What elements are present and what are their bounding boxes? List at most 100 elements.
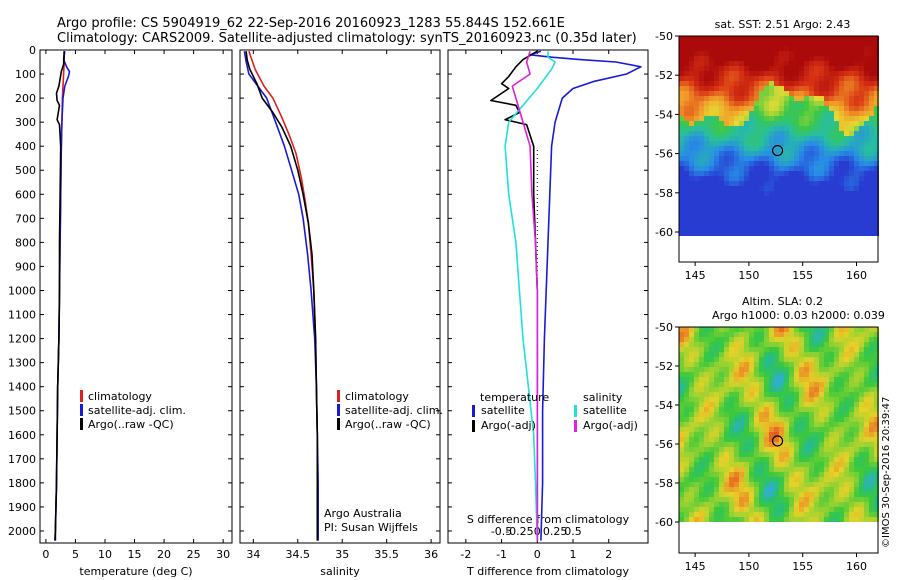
map-cell [804, 482, 809, 487]
map-cell [849, 507, 854, 512]
map-cell [679, 327, 684, 332]
map-cell [704, 111, 709, 116]
map-cell [854, 477, 859, 482]
map-cell [689, 422, 694, 427]
map-cell [804, 216, 809, 221]
map-cell [834, 116, 839, 121]
map-cell [709, 86, 714, 91]
map-cell [854, 377, 859, 382]
map-cell [829, 226, 834, 231]
map-cell [749, 171, 754, 176]
map-cell [789, 121, 794, 126]
map-cell [759, 502, 764, 507]
map-cell [854, 81, 859, 86]
map-cell [714, 517, 719, 522]
map-cell [844, 136, 849, 141]
map-cell [789, 221, 794, 226]
map-cell [844, 71, 849, 76]
map-cell [689, 36, 694, 41]
map-cell [819, 372, 824, 377]
map-cell [824, 36, 829, 41]
map-cell [704, 136, 709, 141]
map-cell [789, 131, 794, 136]
map-cell [744, 51, 749, 56]
map-cell [684, 462, 689, 467]
map-cell [734, 447, 739, 452]
map-cell [754, 507, 759, 512]
map-cell [754, 196, 759, 201]
map-cell [839, 332, 844, 337]
map-cell [724, 337, 729, 342]
map-cell [789, 497, 794, 502]
map-cell [854, 362, 859, 367]
map-cell [779, 357, 784, 362]
map-cell [789, 181, 794, 186]
map-cell [759, 91, 764, 96]
map-cell [699, 422, 704, 427]
map-cell [759, 347, 764, 352]
map-cell [864, 116, 869, 121]
map-cell [789, 512, 794, 517]
map-cell [759, 71, 764, 76]
map-cell [709, 327, 714, 332]
map-cell [839, 206, 844, 211]
map-cell [839, 66, 844, 71]
legend-label: Argo(-adj) [481, 419, 536, 432]
map-cell [859, 352, 864, 357]
map-cell [804, 327, 809, 332]
map-cell [789, 432, 794, 437]
map-cell [809, 452, 814, 457]
map-cell [799, 161, 804, 166]
map-cell [684, 447, 689, 452]
map-cell [679, 512, 684, 517]
map-cell [849, 407, 854, 412]
map-cell [804, 181, 809, 186]
map-x-tick-label: 155 [792, 269, 813, 282]
legend-label: Argo(..raw -QC) [345, 418, 431, 431]
map-cell [764, 407, 769, 412]
map-cell [849, 447, 854, 452]
map-cell [814, 216, 819, 221]
map-cell [714, 427, 719, 432]
map-cell [774, 146, 779, 151]
map-cell [744, 126, 749, 131]
map-cell [824, 412, 829, 417]
map-cell [739, 447, 744, 452]
map-cell [844, 206, 849, 211]
map-cell [724, 226, 729, 231]
map-cell [719, 191, 724, 196]
map-cell [824, 517, 829, 522]
map-cell [839, 417, 844, 422]
map-cell [859, 46, 864, 51]
map-cell [854, 166, 859, 171]
map-cell [864, 447, 869, 452]
map-cell [864, 181, 869, 186]
map-cell [709, 462, 714, 467]
map-cell [709, 226, 714, 231]
map-cell [844, 101, 849, 106]
map-cell [794, 71, 799, 76]
map-cell [679, 472, 684, 477]
map-cell [754, 171, 759, 176]
map-cell [749, 61, 754, 66]
map-cell [839, 106, 844, 111]
map-cell [744, 337, 749, 342]
map-cell [874, 96, 879, 101]
map-cell [744, 196, 749, 201]
map-cell [839, 86, 844, 91]
map-cell [804, 467, 809, 472]
map-cell [849, 412, 854, 417]
map-cell [774, 452, 779, 457]
map-cell [709, 507, 714, 512]
map-cell [739, 372, 744, 377]
map-cell [809, 447, 814, 452]
map-cell [839, 512, 844, 517]
map-cell [809, 51, 814, 56]
map-cell [859, 226, 864, 231]
map-cell [859, 402, 864, 407]
map-cell [769, 372, 774, 377]
map-cell [759, 397, 764, 402]
map-cell [824, 347, 829, 352]
map-cell [714, 206, 719, 211]
